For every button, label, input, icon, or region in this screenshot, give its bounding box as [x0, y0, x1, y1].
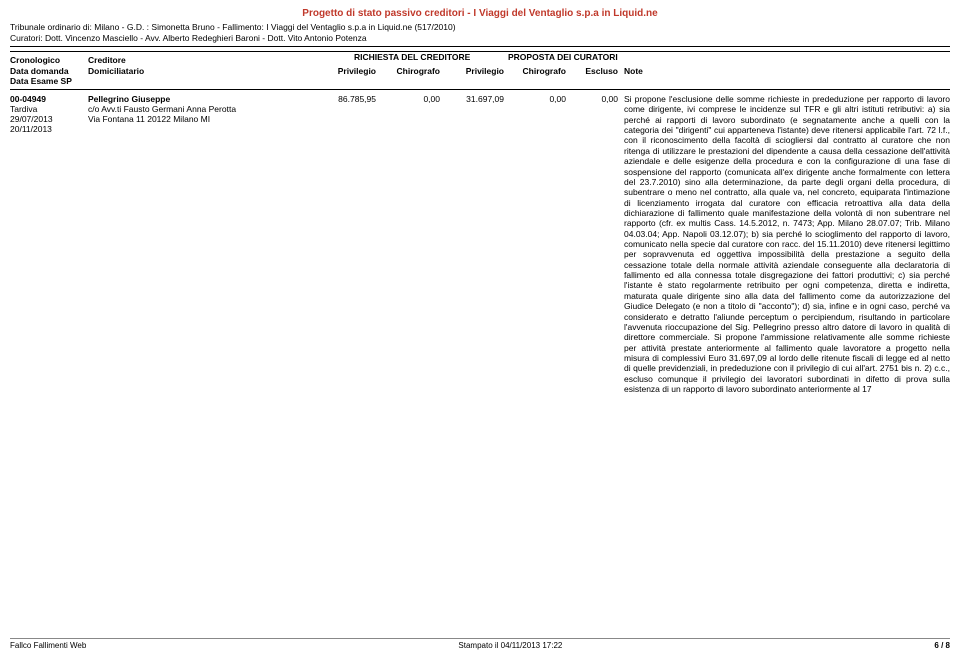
col-data-esame: Data Esame SP	[10, 76, 88, 86]
tribunal-line: Tribunale ordinario di: Milano - G.D. : …	[10, 22, 950, 32]
col-note: Note	[618, 66, 950, 76]
note-text: Si propone l'esclusione delle somme rich…	[618, 94, 950, 394]
record-data-domanda: 29/07/2013	[10, 114, 88, 124]
creditor-row: 00-04949 Tardiva 29/07/2013 20/11/2013 P…	[10, 90, 950, 394]
column-header-bar: RICHIESTA DEL CREDITORE PROPOSTA DEI CUR…	[10, 51, 950, 90]
col-escluso: Escluso	[566, 66, 618, 76]
header-separator	[10, 46, 950, 47]
creditore-dom-1: c/o Avv.ti Fausto Germani Anna Perotta	[88, 104, 296, 114]
col-chirografo-1: Chirografo	[376, 66, 440, 76]
record-id: 00-04949	[10, 94, 88, 104]
footer-center: Stampato il 04/11/2013 17:22	[86, 641, 934, 650]
col-chirografo-2: Chirografo	[504, 66, 566, 76]
val-richiesta-privilegio: 86.785,95	[296, 94, 376, 394]
page-footer: Fallco Fallimenti Web Stampato il 04/11/…	[10, 638, 950, 650]
col-creditore: Creditore	[88, 55, 296, 65]
footer-right: 6 / 8	[934, 641, 950, 650]
val-proposta-privilegio: 31.697,09	[440, 94, 504, 394]
group-richiesta: RICHIESTA DEL CREDITORE	[354, 52, 470, 62]
page-title: Progetto di stato passivo creditori - I …	[10, 8, 950, 19]
val-richiesta-chirografo: 0,00	[376, 94, 440, 394]
col-cronologico: Cronologico	[10, 55, 88, 65]
col-data-domanda: Data domanda	[10, 66, 88, 76]
creditore-nome: Pellegrino Giuseppe	[88, 94, 296, 104]
curatori-line: Curatori: Dott. Vincenzo Masciello - Avv…	[10, 33, 950, 43]
col-domiciliatario: Domiciliatario	[88, 66, 296, 76]
record-tipo: Tardiva	[10, 104, 88, 114]
group-proposta: PROPOSTA DEI CURATORI	[508, 52, 618, 62]
val-proposta-chirografo: 0,00	[504, 94, 566, 394]
col-privilegio-2: Privilegio	[440, 66, 504, 76]
val-escluso: 0,00	[566, 94, 618, 394]
record-data-esame: 20/11/2013	[10, 124, 88, 134]
creditore-dom-2: Via Fontana 11 20122 Milano MI	[88, 114, 296, 124]
footer-left: Fallco Fallimenti Web	[10, 641, 86, 650]
col-privilegio-1: Privilegio	[296, 66, 376, 76]
